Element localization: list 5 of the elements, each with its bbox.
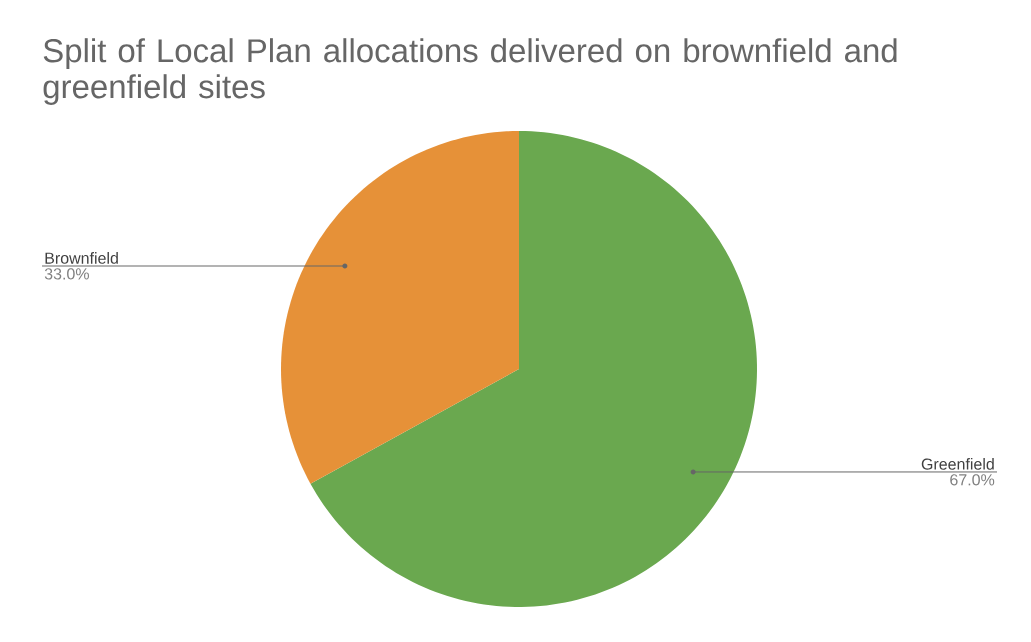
chart-title: Split of Local Plan allocations delivered on brownfield and greenfield sites (43, 38, 897, 105)
data-label: 33.0% (44, 268, 89, 280)
slice-label: Brownfield (45, 252, 118, 264)
slice-label: Greenfield (921, 458, 994, 470)
data-label: 67.0% (950, 474, 995, 486)
